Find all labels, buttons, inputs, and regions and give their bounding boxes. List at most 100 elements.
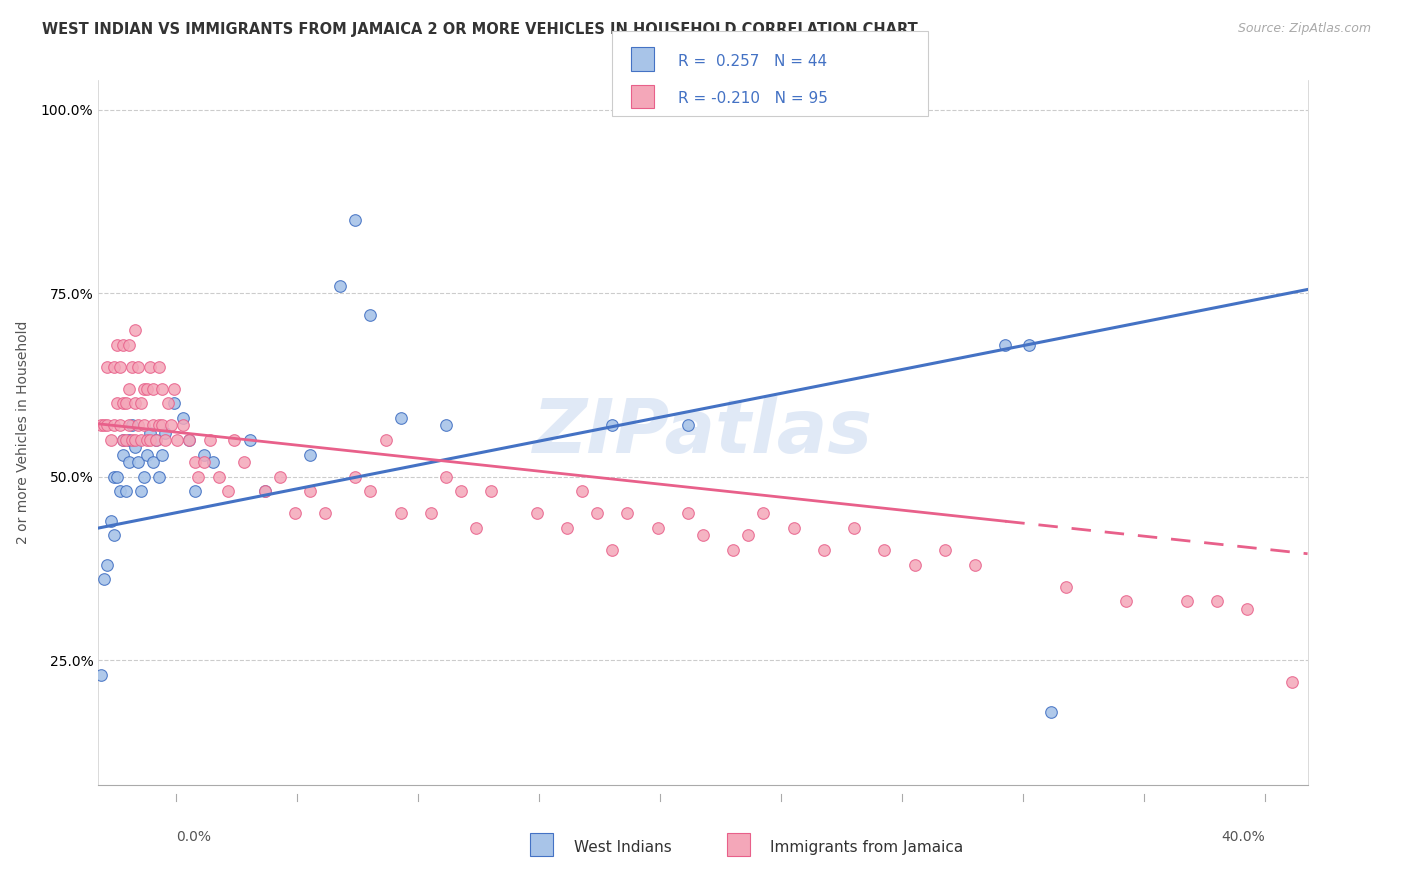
Point [299,448,322,462]
Point [676,507,699,521]
Point [1054,580,1077,594]
Point [166,433,188,447]
Point [111,433,134,447]
Point [284,507,307,521]
Point [571,484,593,499]
Point [692,528,714,542]
Point [586,507,609,521]
Point [616,507,638,521]
Point [93,573,115,587]
Point [602,543,624,558]
Point [723,543,745,558]
Text: R = -0.210   N = 95: R = -0.210 N = 95 [678,92,828,106]
Point [904,558,927,572]
Point [148,418,170,433]
Y-axis label: 2 or more Vehicles in Household: 2 or more Vehicles in Household [15,321,30,544]
Point [193,448,215,462]
Point [103,528,125,542]
Point [118,337,141,351]
Point [200,433,222,447]
Point [145,433,167,447]
Point [420,507,443,521]
Point [100,433,122,447]
Point [737,528,759,542]
Point [139,425,162,440]
Text: Immigrants from Jamaica: Immigrants from Jamaica [770,840,963,855]
Point [124,323,146,337]
Point [105,337,128,351]
Point [121,418,143,433]
Point [105,469,128,483]
Point [124,396,146,410]
Point [111,433,134,447]
Point [360,484,382,499]
Point [100,514,122,528]
Point [96,558,118,572]
Point [374,433,396,447]
Point [114,396,136,410]
Point [526,507,548,521]
Point [150,382,173,396]
Point [994,337,1017,351]
Point [150,418,173,433]
Point [121,433,143,447]
Point [1018,337,1040,351]
Point [135,433,157,447]
Point [135,382,157,396]
Point [1281,675,1303,690]
Point [118,455,141,469]
Point [344,469,367,483]
Point [172,411,194,425]
Point [124,433,146,447]
Point [813,543,835,558]
Point [132,418,155,433]
Point [160,418,183,433]
Point [163,382,186,396]
Point [344,212,367,227]
Point [184,455,207,469]
Point [163,396,186,410]
Point [156,396,179,410]
Point [208,469,231,483]
Point [139,359,162,374]
Point [232,455,254,469]
Point [1115,594,1137,608]
Point [124,440,146,454]
Point [1236,602,1258,616]
Point [783,521,806,535]
Point [217,484,239,499]
Point [253,484,276,499]
Point [153,425,176,440]
Point [481,484,503,499]
Point [118,382,141,396]
Point [132,469,155,483]
Point [111,337,134,351]
Point [96,359,118,374]
Text: ZIPatlas: ZIPatlas [533,396,873,469]
Point [103,359,125,374]
Point [153,433,176,447]
Point [647,521,669,535]
Point [1175,594,1198,608]
Point [253,484,276,499]
Point [108,359,131,374]
Point [269,469,291,483]
Text: West Indians: West Indians [574,840,672,855]
Point [329,278,352,293]
Point [121,359,143,374]
Point [108,484,131,499]
Point [96,418,118,433]
Text: R =  0.257   N = 44: R = 0.257 N = 44 [678,54,827,69]
Point [142,455,165,469]
Point [145,433,167,447]
Point [118,433,141,447]
Point [555,521,578,535]
Point [127,455,149,469]
Point [844,521,866,535]
Point [187,469,209,483]
Point [90,418,112,433]
Point [118,418,141,433]
Point [360,308,382,322]
Point [434,418,457,433]
Point [135,448,157,462]
